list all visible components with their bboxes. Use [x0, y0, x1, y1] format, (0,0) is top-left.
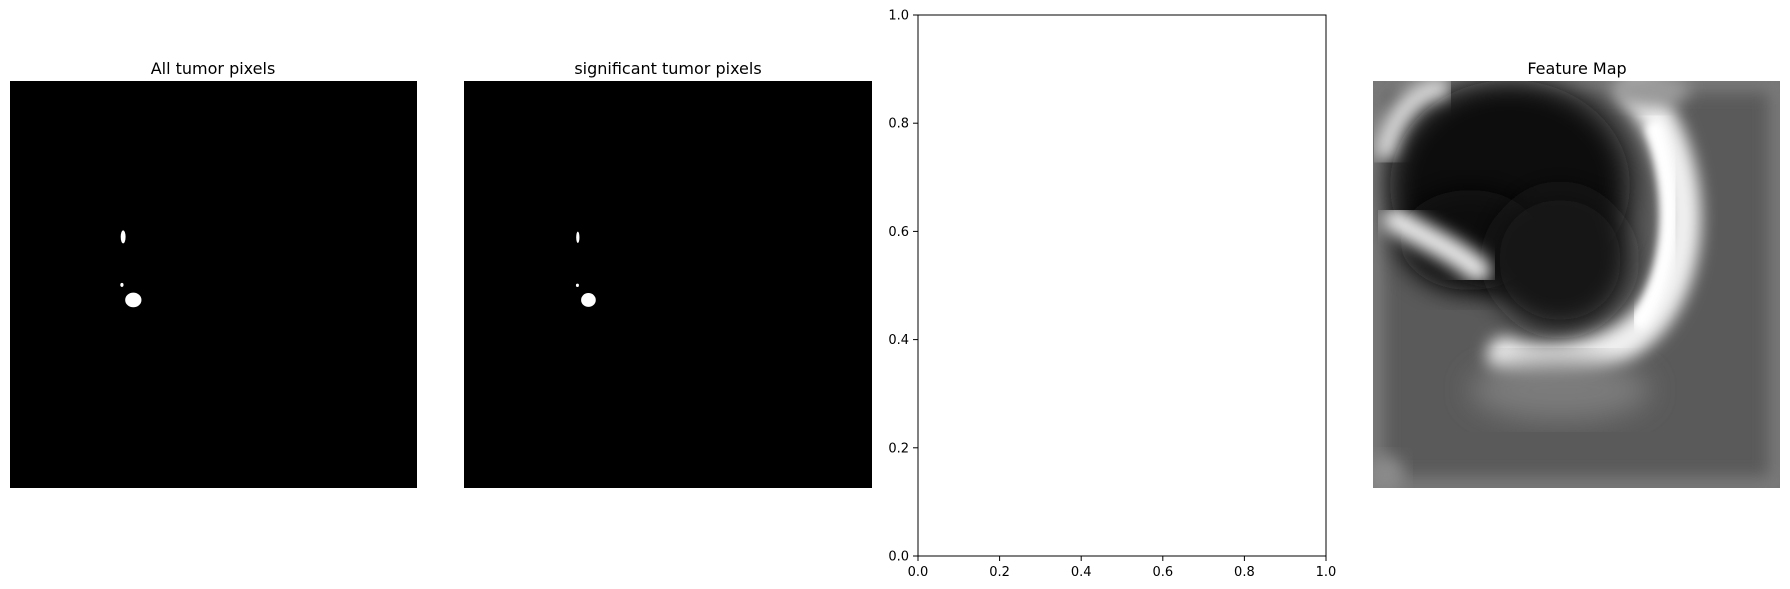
feature-map-image — [1373, 81, 1780, 488]
x-tick-label-0: 0.0 — [908, 565, 929, 580]
x-tick-label-3: 0.6 — [1152, 565, 1173, 580]
panel-significant-tumor-pixels: significant tumor pixels — [464, 59, 872, 488]
panel-title-feature-map: Feature Map — [1527, 59, 1626, 78]
x-tick-label-5: 1.0 — [1316, 565, 1337, 580]
significant-mask-image — [464, 81, 872, 488]
tumor-blob-2 — [125, 292, 142, 308]
axes-ticks: 0.0 0.2 0.4 0.6 0.8 1.0 0.0 0.2 0.4 0.6 0.8 1.0 — [888, 9, 1336, 581]
y-tick-label-0: 0.0 — [888, 550, 909, 565]
significant-mask-blobs — [575, 231, 596, 307]
panel-title-all-tumor-pixels: All tumor pixels — [151, 59, 276, 78]
y-tick-label-5: 1.0 — [888, 9, 909, 24]
x-tick-label-4: 0.8 — [1234, 565, 1255, 580]
significant-blob-2 — [581, 293, 596, 307]
y-tick-label-2: 0.4 — [888, 333, 909, 348]
axes-frame — [917, 14, 1327, 557]
y-tick-label-3: 0.6 — [888, 225, 909, 240]
tumor-mask-blobs — [120, 230, 142, 308]
panel-feature-map: Feature Map — [1373, 59, 1780, 488]
significant-blob-0 — [576, 231, 580, 243]
y-tick-label-4: 0.8 — [888, 117, 909, 132]
panel-title-significant-tumor-pixels: significant tumor pixels — [574, 59, 761, 78]
tumor-mask-image — [10, 81, 417, 488]
tumor-blob-1 — [120, 282, 124, 287]
x-tick-label-1: 0.2 — [989, 565, 1010, 580]
panel-all-tumor-pixels: All tumor pixels — [10, 59, 417, 488]
y-tick-label-1: 0.2 — [888, 441, 909, 456]
significant-blob-1 — [575, 283, 579, 287]
tumor-blob-0 — [120, 230, 126, 244]
panel-empty-axes: 0.0 0.2 0.4 0.6 0.8 1.0 0.0 0.2 0.4 0.6 0.8 1.0 — [888, 9, 1336, 581]
x-tick-label-2: 0.4 — [1071, 565, 1092, 580]
